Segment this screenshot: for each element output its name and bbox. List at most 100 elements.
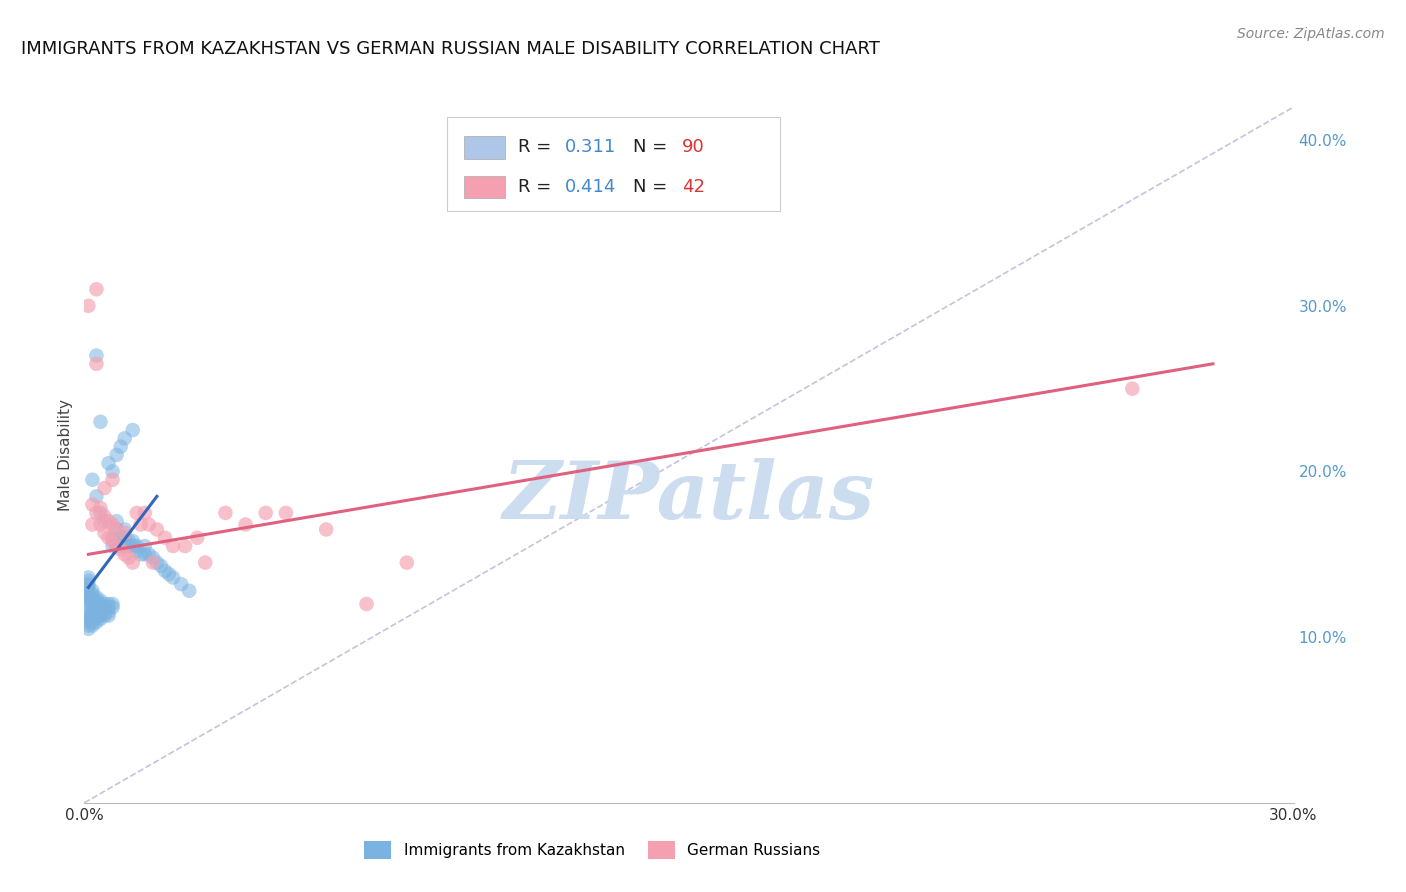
Point (121, 534, 143, 549)
FancyBboxPatch shape (464, 136, 505, 159)
Point (121, 556, 143, 570)
Point (77, 574, 100, 588)
Point (110, 542, 132, 557)
Point (89, 593, 111, 607)
Point (93, 509, 115, 524)
Point (101, 517, 124, 532)
Point (274, 506, 297, 520)
Point (86, 591, 108, 605)
Point (101, 531, 124, 545)
Point (142, 556, 165, 570)
Point (89, 605, 111, 619)
Point (77, 622, 100, 636)
Point (101, 539, 124, 553)
Point (86, 597, 108, 611)
Point (86, 489, 108, 503)
Point (114, 539, 136, 553)
Point (93, 605, 115, 619)
Point (97, 456, 120, 470)
Text: 0.414: 0.414 (564, 178, 616, 196)
Point (118, 550, 141, 565)
Point (82, 593, 104, 607)
Point (129, 547, 152, 561)
Point (89, 600, 111, 615)
Point (101, 597, 124, 611)
Point (105, 523, 128, 537)
Point (134, 539, 156, 553)
Point (93, 608, 115, 623)
Point (97, 600, 120, 615)
Point (142, 550, 165, 565)
Point (89, 415, 111, 429)
Text: ZIPatlas: ZIPatlas (503, 458, 875, 535)
Point (114, 547, 136, 561)
Point (254, 506, 277, 520)
Point (77, 577, 100, 591)
Point (110, 440, 132, 454)
Point (82, 591, 104, 605)
Y-axis label: Male Disability: Male Disability (58, 399, 73, 511)
Point (89, 612, 111, 626)
Point (125, 544, 148, 558)
Point (89, 517, 111, 532)
Point (105, 448, 128, 462)
Point (179, 583, 201, 598)
Point (153, 531, 176, 545)
Point (93, 597, 115, 611)
Point (93, 525, 115, 540)
Point (89, 608, 111, 623)
Point (129, 517, 152, 532)
Point (134, 506, 156, 520)
Point (101, 473, 124, 487)
Point (86, 357, 108, 371)
Point (153, 564, 176, 578)
Point (214, 506, 236, 520)
Point (86, 605, 108, 619)
Point (82, 583, 104, 598)
Point (105, 539, 128, 553)
Point (82, 618, 104, 632)
Point (114, 525, 136, 540)
Point (86, 506, 108, 520)
Point (82, 597, 104, 611)
Point (138, 517, 160, 532)
Point (114, 531, 136, 545)
Legend: Immigrants from Kazakhstan, German Russians: Immigrants from Kazakhstan, German Russi… (359, 835, 827, 864)
Point (82, 612, 104, 626)
Point (1121, 382, 1143, 396)
Point (82, 587, 104, 601)
Point (121, 423, 143, 437)
Point (77, 597, 100, 611)
Point (194, 556, 217, 570)
Point (77, 581, 100, 595)
Point (114, 523, 136, 537)
Point (93, 481, 115, 495)
Point (77, 587, 100, 601)
Point (82, 605, 104, 619)
Point (118, 539, 141, 553)
Point (101, 534, 124, 549)
Point (186, 531, 208, 545)
Point (77, 618, 100, 632)
Point (82, 608, 104, 623)
Point (82, 498, 104, 512)
Point (118, 534, 141, 549)
Point (97, 605, 120, 619)
Point (170, 577, 193, 591)
Point (97, 597, 120, 611)
Text: N =: N = (633, 178, 673, 196)
Point (86, 608, 108, 623)
Point (114, 431, 136, 445)
Point (125, 539, 148, 553)
Point (138, 547, 160, 561)
Point (77, 591, 100, 605)
Point (77, 615, 100, 630)
Text: 0.311: 0.311 (564, 138, 616, 156)
Text: R =: R = (519, 178, 557, 196)
Point (105, 539, 128, 553)
Point (82, 615, 104, 630)
Point (82, 473, 104, 487)
Point (77, 605, 100, 619)
Point (174, 539, 197, 553)
Point (149, 558, 172, 573)
